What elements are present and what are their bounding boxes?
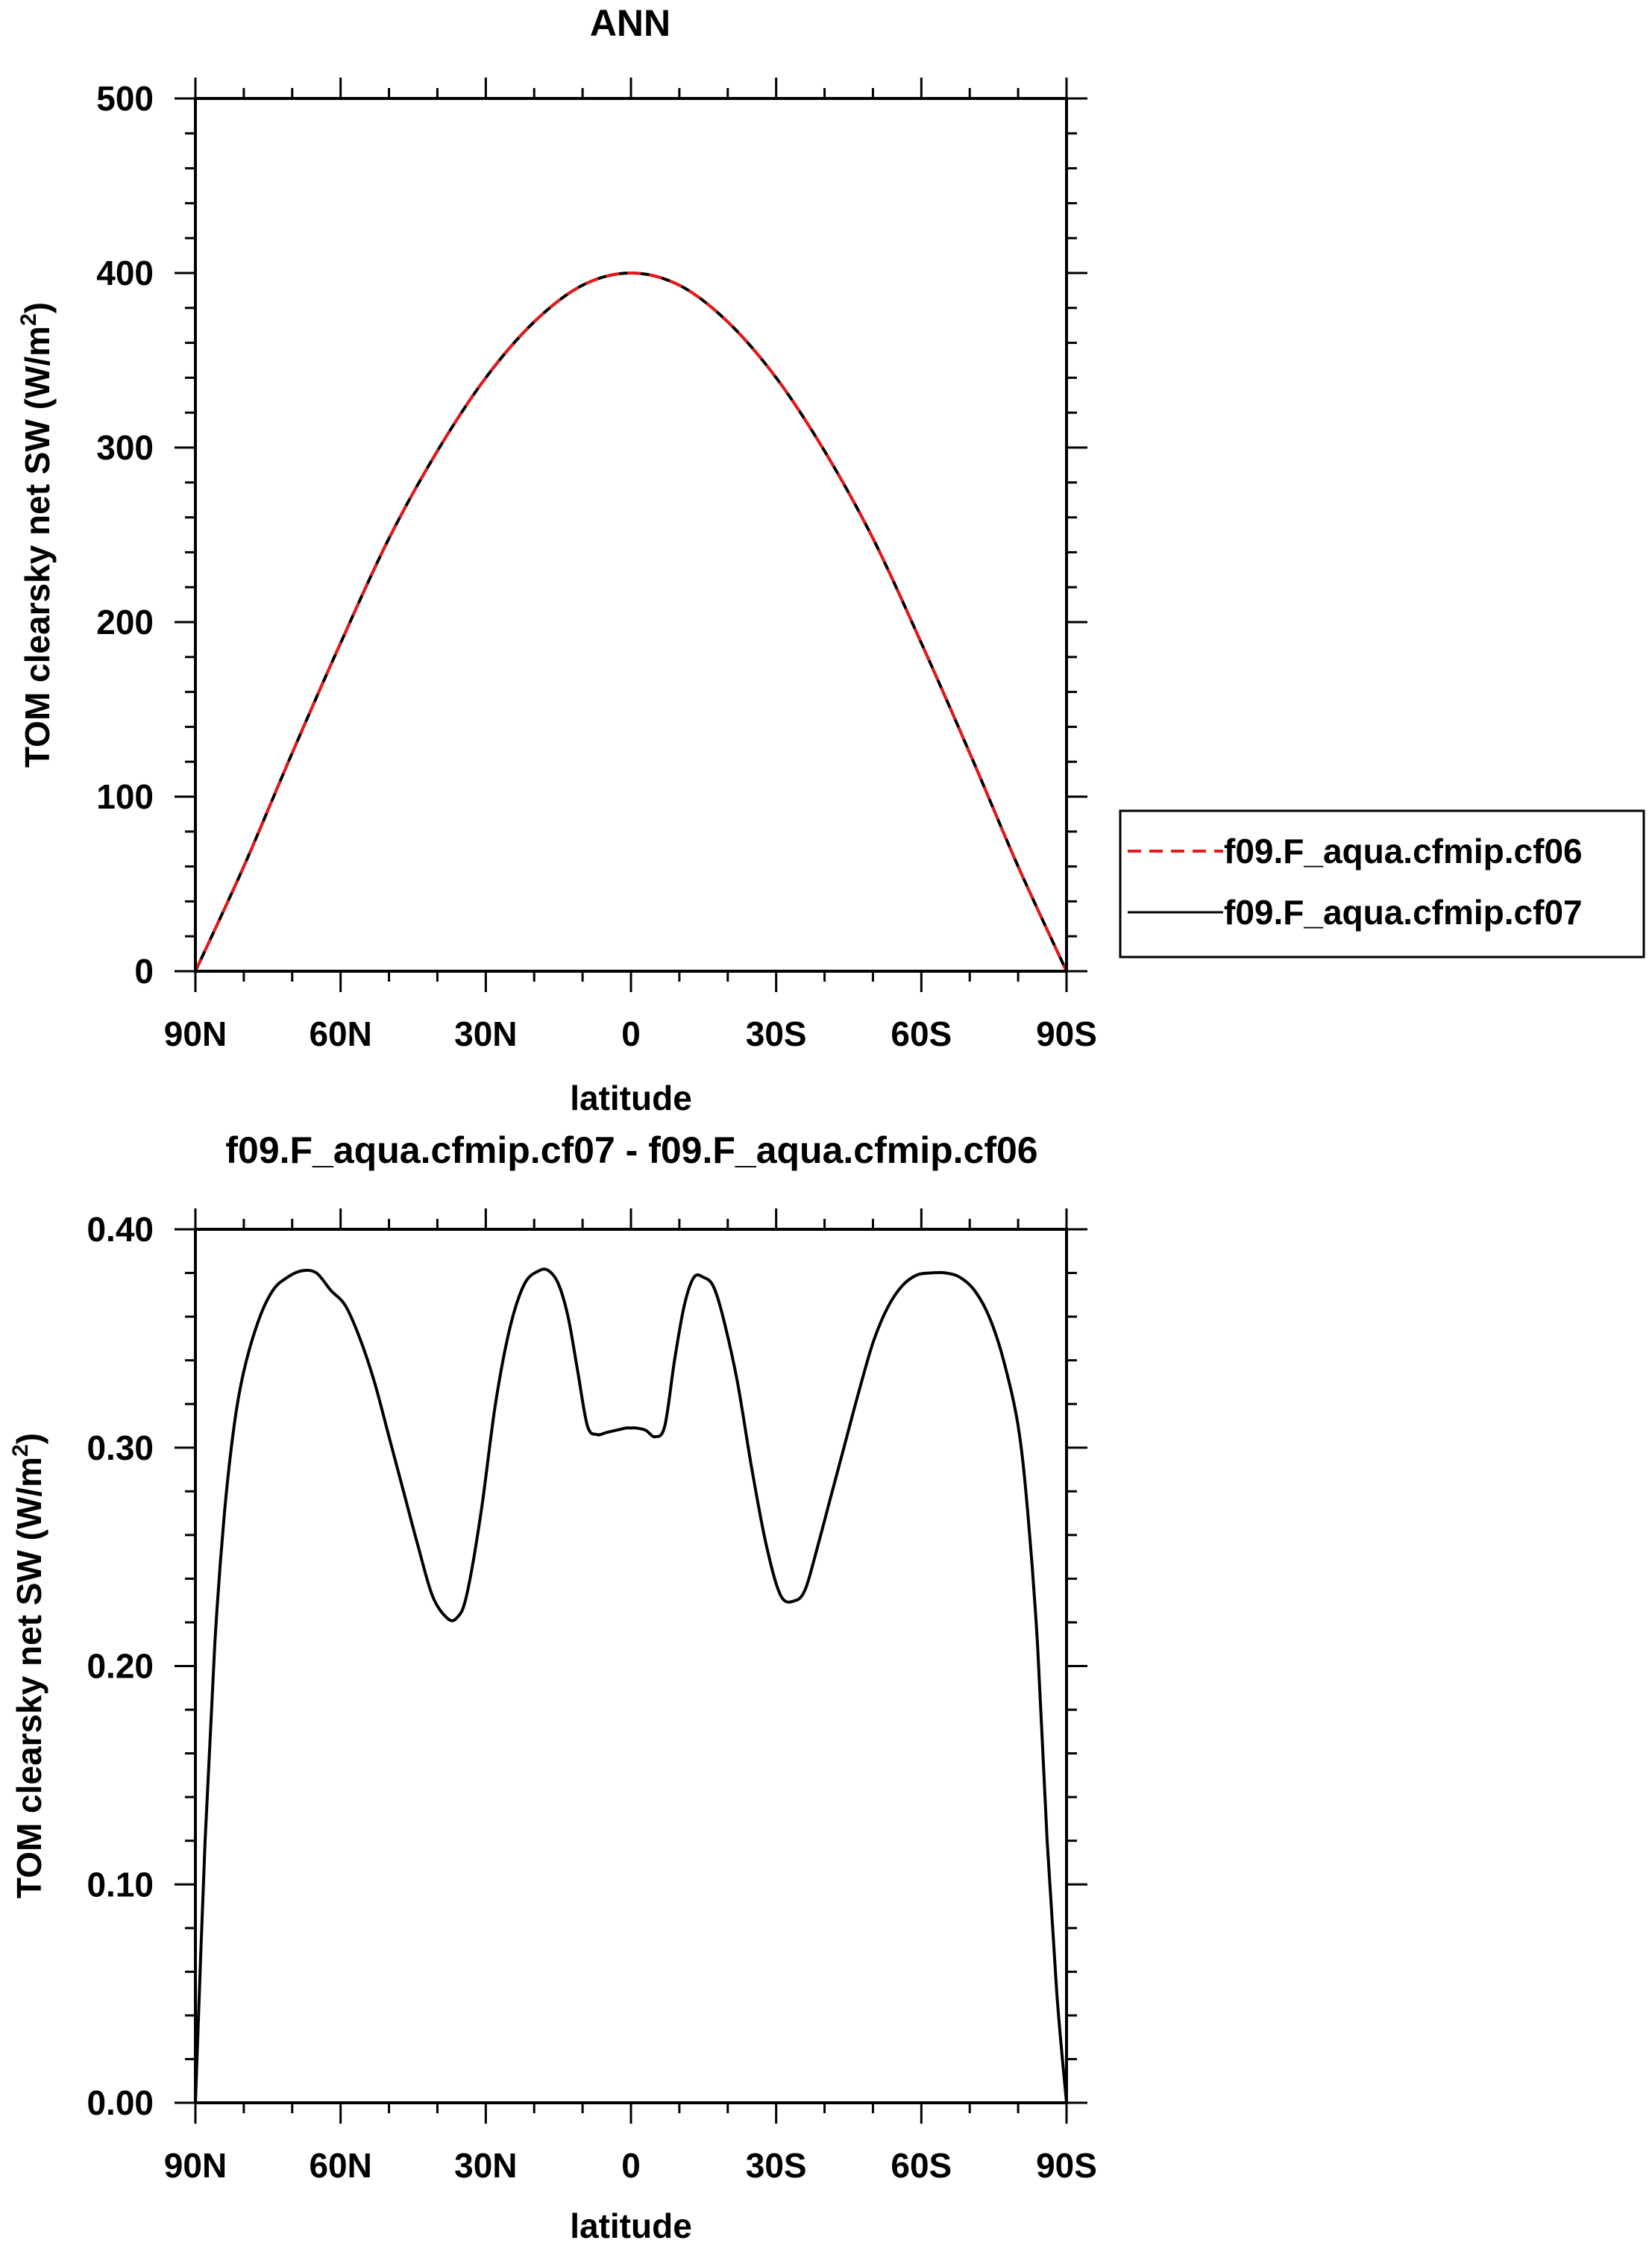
y-tick-label: 0.40 xyxy=(87,1210,154,1249)
y-tick-label: 100 xyxy=(96,777,154,816)
chart-bottom-ylabel-close: ) xyxy=(10,1433,48,1444)
legend-box xyxy=(1119,809,1645,959)
legend-entry-cf06: f09.F_aqua.cfmip.cf06 xyxy=(1224,832,1583,871)
y-tick-label: 0.30 xyxy=(87,1428,154,1467)
chart-bottom-ylabel-sup: 2 xyxy=(8,1444,33,1457)
y-tick-label: 0 xyxy=(134,952,154,991)
chart-bottom-xlabel: latitude xyxy=(570,2206,692,2245)
chart-bottom-tick-labels: 90N 60N 30N 0 30S 60S 90S 0.00 0.10 0.20 0.30 0.40 xyxy=(87,1210,1096,2185)
chart-top-ticks xyxy=(175,78,1087,992)
x-tick-label: 60N xyxy=(309,1014,371,1053)
y-tick-label: 400 xyxy=(96,254,154,292)
chart-top-ylabel-sup: 2 xyxy=(16,313,41,326)
x-tick-label: 60N xyxy=(309,2146,371,2185)
chart-bottom-series-layer xyxy=(194,1267,1068,2104)
legend-entry-cf07: f09.F_aqua.cfmip.cf07 xyxy=(1224,893,1583,932)
chart-top-xlabel: latitude xyxy=(570,1079,692,1117)
chart-top-ylabel: TOM clearsky net SW (W/m2) xyxy=(16,302,57,768)
x-tick-label: 90S xyxy=(1036,2146,1097,2185)
x-tick-label: 0 xyxy=(621,1014,641,1053)
y-tick-label: 500 xyxy=(96,79,154,118)
chart-top-tick-labels: 90N 60N 30N 0 30S 60S 90S 0 100 200 300 400 500 xyxy=(96,79,1097,1053)
x-tick-label: 60S xyxy=(891,1014,952,1053)
x-tick-label: 0 xyxy=(621,2146,641,2185)
chart-top-ylabel-close: ) xyxy=(18,302,57,313)
x-tick-label: 90N xyxy=(164,2146,227,2185)
series-line-cf06 xyxy=(194,272,1068,972)
chart-bottom-ticks xyxy=(175,1208,1087,2124)
x-tick-label: 60S xyxy=(891,2146,952,2185)
chart-top-legend: f09.F_aqua.cfmip.cf06 f09.F_aqua.cfmip.c… xyxy=(1119,809,1645,959)
chart-top-frame xyxy=(194,97,1068,973)
x-tick-label: 30S xyxy=(746,2146,807,2185)
chart-top-series-layer xyxy=(194,272,1068,972)
chart-bottom: f09.F_aqua.cfmip.cf07 - f09.F_aqua.cfmip… xyxy=(8,1129,1097,2245)
x-tick-label: 30S xyxy=(746,1014,807,1053)
y-tick-label: 0.00 xyxy=(87,2083,154,2122)
chart-bottom-ylabel: TOM clearsky net SW (W/m2) xyxy=(8,1433,48,1898)
y-tick-label: 0.20 xyxy=(87,1647,154,1686)
y-tick-label: 200 xyxy=(96,603,154,642)
series-line-bottom-0 xyxy=(194,1267,1068,2104)
y-tick-label: 0.10 xyxy=(87,1865,154,1904)
x-tick-label: 30N xyxy=(454,2146,517,2185)
y-tick-label: 300 xyxy=(96,428,154,467)
chart-top: ANN 90N 60N 30N 0 30S 60S 90S0100200300400500 … xyxy=(16,2,1645,1117)
chart-bottom-title: f09.F_aqua.cfmip.cf07 - f09.F_aqua.cfmip… xyxy=(225,1129,1037,1171)
chart-bottom-frame xyxy=(194,1228,1068,2104)
chart-top-ylabel-main: TOM clearsky net SW (W/m xyxy=(18,326,57,768)
x-tick-label: 30N xyxy=(454,1014,517,1053)
x-tick-label: 90S xyxy=(1036,1014,1097,1053)
x-tick-label: 90N xyxy=(164,1014,227,1053)
chart-bottom-ylabel-main: TOM clearsky net SW (W/m xyxy=(10,1457,48,1898)
chart-top-title: ANN xyxy=(590,2,670,44)
